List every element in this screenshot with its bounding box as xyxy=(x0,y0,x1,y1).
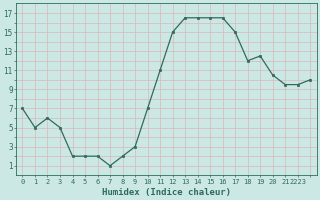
X-axis label: Humidex (Indice chaleur): Humidex (Indice chaleur) xyxy=(102,188,231,197)
